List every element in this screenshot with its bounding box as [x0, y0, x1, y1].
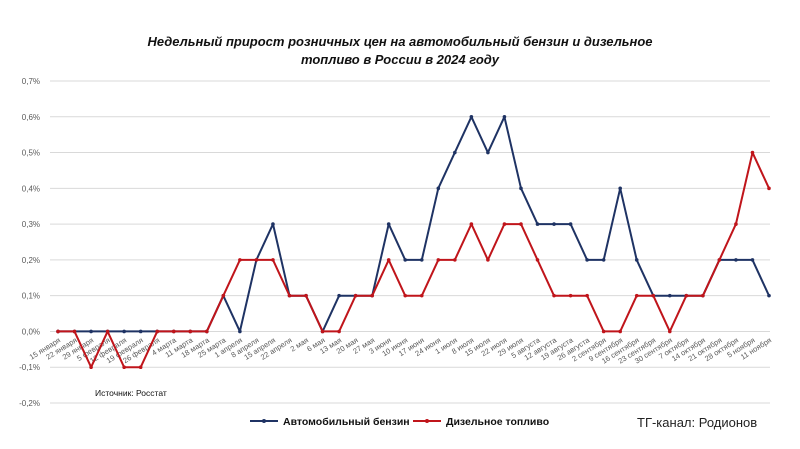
y-tick-label: 0,5% — [22, 149, 40, 158]
data-point — [419, 258, 424, 262]
data-point — [535, 222, 540, 226]
data-point — [386, 222, 391, 226]
data-point — [585, 293, 589, 298]
data-point — [552, 222, 556, 226]
data-point — [750, 150, 755, 155]
data-point — [353, 293, 358, 298]
data-point — [403, 258, 408, 262]
data-point — [568, 222, 573, 226]
data-point — [469, 114, 474, 119]
data-point — [72, 329, 77, 334]
y-tick-label: 0,3% — [22, 220, 40, 229]
y-tick-label: 0,2% — [22, 256, 40, 265]
data-point — [271, 222, 275, 226]
data-point — [205, 329, 209, 334]
data-point — [436, 258, 441, 262]
chart-title-line: топливо в России в 2024 году — [301, 52, 500, 67]
data-point — [155, 329, 160, 334]
data-point — [585, 258, 589, 262]
data-point — [552, 293, 556, 298]
data-point — [122, 365, 126, 370]
data-point — [403, 293, 408, 298]
data-point — [684, 293, 689, 298]
data-point — [601, 329, 606, 334]
data-point — [304, 293, 308, 298]
channel-note: ТГ-канал: Родионов — [637, 415, 757, 430]
data-point — [486, 150, 490, 155]
data-point — [717, 258, 722, 262]
y-tick-label: -0,1% — [19, 363, 40, 372]
legend-label: Автомобильный бензин — [283, 416, 410, 428]
data-point — [188, 329, 193, 334]
data-point — [486, 258, 490, 262]
series-lines — [56, 114, 771, 370]
source-note: Источник: Росстат — [95, 388, 167, 398]
series-line — [58, 151, 770, 369]
data-point — [221, 293, 226, 298]
data-point — [337, 329, 341, 334]
data-point — [337, 293, 341, 298]
data-point — [734, 258, 738, 262]
data-point — [519, 222, 523, 226]
data-point — [634, 293, 639, 298]
data-point — [171, 329, 176, 334]
data-point — [287, 293, 292, 298]
data-point — [701, 293, 705, 298]
data-point — [453, 258, 457, 262]
legend-label: Дизельное топливо — [446, 416, 549, 428]
data-point — [238, 329, 242, 334]
data-point — [519, 186, 523, 191]
data-point — [89, 365, 93, 370]
y-tick-label: 0,4% — [22, 184, 40, 193]
legend: Автомобильный бензин Дизельное топливо — [250, 416, 549, 428]
legend-marker — [262, 419, 266, 423]
data-point — [568, 293, 573, 298]
y-tick-label: 0,1% — [22, 292, 40, 301]
data-point — [667, 329, 672, 334]
data-point — [601, 258, 606, 262]
data-point — [419, 293, 424, 298]
data-point — [56, 329, 60, 334]
data-point — [502, 114, 507, 119]
data-point — [667, 293, 672, 298]
y-tick-label: 0,0% — [22, 327, 40, 336]
data-point — [502, 222, 507, 226]
data-point — [618, 329, 622, 334]
data-point — [651, 293, 656, 298]
data-point — [634, 258, 639, 262]
data-point — [767, 293, 771, 298]
y-tick-label: 0,7% — [22, 77, 40, 86]
data-point — [767, 186, 771, 191]
y-tick-label: -0,2% — [19, 399, 40, 408]
chart-title-line: Недельный прирост розничных цен на автом… — [147, 34, 652, 49]
data-point — [734, 222, 738, 226]
data-point — [370, 293, 374, 298]
data-point — [535, 258, 540, 262]
chart-title: Недельный прирост розничных цен на автом… — [147, 34, 652, 67]
legend-marker — [425, 419, 429, 423]
data-point — [138, 329, 143, 334]
y-tick-label: 0,6% — [22, 113, 40, 122]
data-point — [320, 329, 325, 334]
data-point — [138, 365, 143, 370]
y-axis-ticks: -0,2% -0,1% 0,0% 0,1% 0,2% 0,3% 0,4% 0,5% 0,6% 0,… — [19, 77, 40, 408]
data-point — [105, 329, 110, 334]
data-point — [271, 258, 275, 262]
data-point — [436, 186, 441, 191]
data-point — [386, 258, 391, 262]
data-point — [453, 150, 457, 155]
data-point — [254, 258, 259, 262]
data-point — [469, 222, 474, 226]
data-point — [122, 329, 126, 334]
data-point — [618, 186, 622, 191]
data-point — [750, 258, 755, 262]
data-point — [238, 258, 242, 262]
data-point — [89, 329, 93, 334]
